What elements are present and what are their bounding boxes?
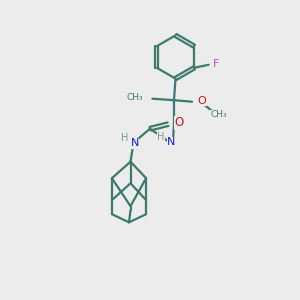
Text: O: O (197, 96, 206, 106)
Text: F: F (213, 59, 219, 69)
Text: H: H (121, 133, 128, 143)
Text: H: H (158, 132, 165, 142)
Text: N: N (130, 138, 139, 148)
Text: O: O (175, 116, 184, 130)
Text: CH₃: CH₃ (126, 93, 143, 102)
Text: N: N (167, 137, 176, 147)
Text: CH₃: CH₃ (210, 110, 227, 119)
